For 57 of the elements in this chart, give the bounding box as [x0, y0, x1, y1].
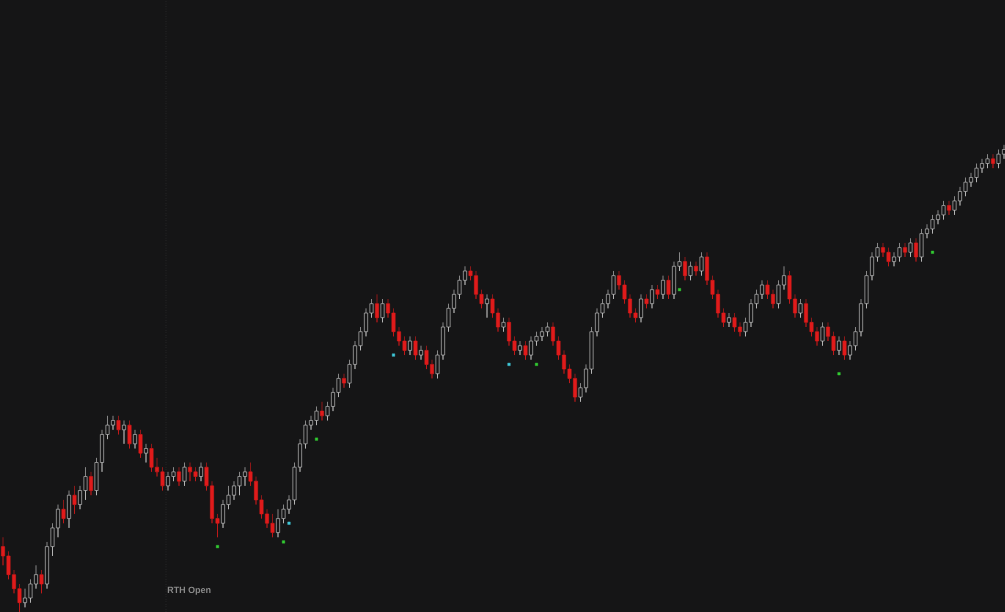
candlestick [683, 256, 687, 281]
candlestick [122, 420, 126, 445]
candlestick [375, 294, 379, 323]
candlestick [67, 490, 71, 529]
candlestick [133, 429, 137, 449]
point [837, 372, 841, 376]
candlestick [688, 261, 693, 281]
point [315, 437, 318, 441]
candlestick [116, 415, 121, 435]
candlestick [947, 200, 951, 216]
candlestick [342, 373, 346, 389]
candlestick [39, 569, 44, 594]
candlestick [419, 345, 423, 361]
candlestick [655, 284, 660, 300]
point [287, 521, 291, 525]
candlestick [144, 443, 148, 463]
candlestick [413, 336, 418, 361]
candlestick [996, 149, 1001, 169]
candlestick [501, 317, 506, 332]
candlestick [127, 420, 132, 449]
candlestick [523, 340, 528, 361]
candlestick [72, 485, 77, 515]
candlestick [380, 298, 385, 323]
annotation: RTH Open [167, 586, 211, 595]
candlestick [182, 462, 187, 487]
point [507, 362, 511, 366]
candlestick [699, 251, 704, 276]
candlestick [650, 284, 654, 309]
point [216, 545, 219, 549]
candlestick [727, 312, 731, 328]
candlestick [644, 294, 649, 309]
candlestick [903, 242, 907, 258]
point [678, 288, 681, 292]
candlestick [518, 340, 522, 356]
point [931, 250, 935, 254]
candlestick [408, 336, 412, 356]
candlestick [639, 294, 643, 323]
candlestick [914, 237, 918, 262]
candlestick [694, 261, 698, 276]
candlestick [138, 429, 143, 459]
candlestick [820, 322, 825, 347]
point [535, 362, 538, 366]
candlestick [842, 336, 847, 361]
candlestick [199, 462, 203, 482]
candlestick [320, 401, 324, 421]
candlestick [61, 499, 66, 524]
candlestick [908, 237, 913, 258]
point [282, 540, 285, 544]
point [392, 353, 395, 357]
candlestick [89, 471, 93, 496]
candlestick [798, 298, 803, 318]
candlestick [666, 275, 671, 300]
candlestick [837, 336, 841, 356]
candlestick [991, 153, 995, 169]
candlestick [661, 275, 665, 300]
candlestick [177, 466, 181, 487]
candlestick [485, 294, 489, 318]
